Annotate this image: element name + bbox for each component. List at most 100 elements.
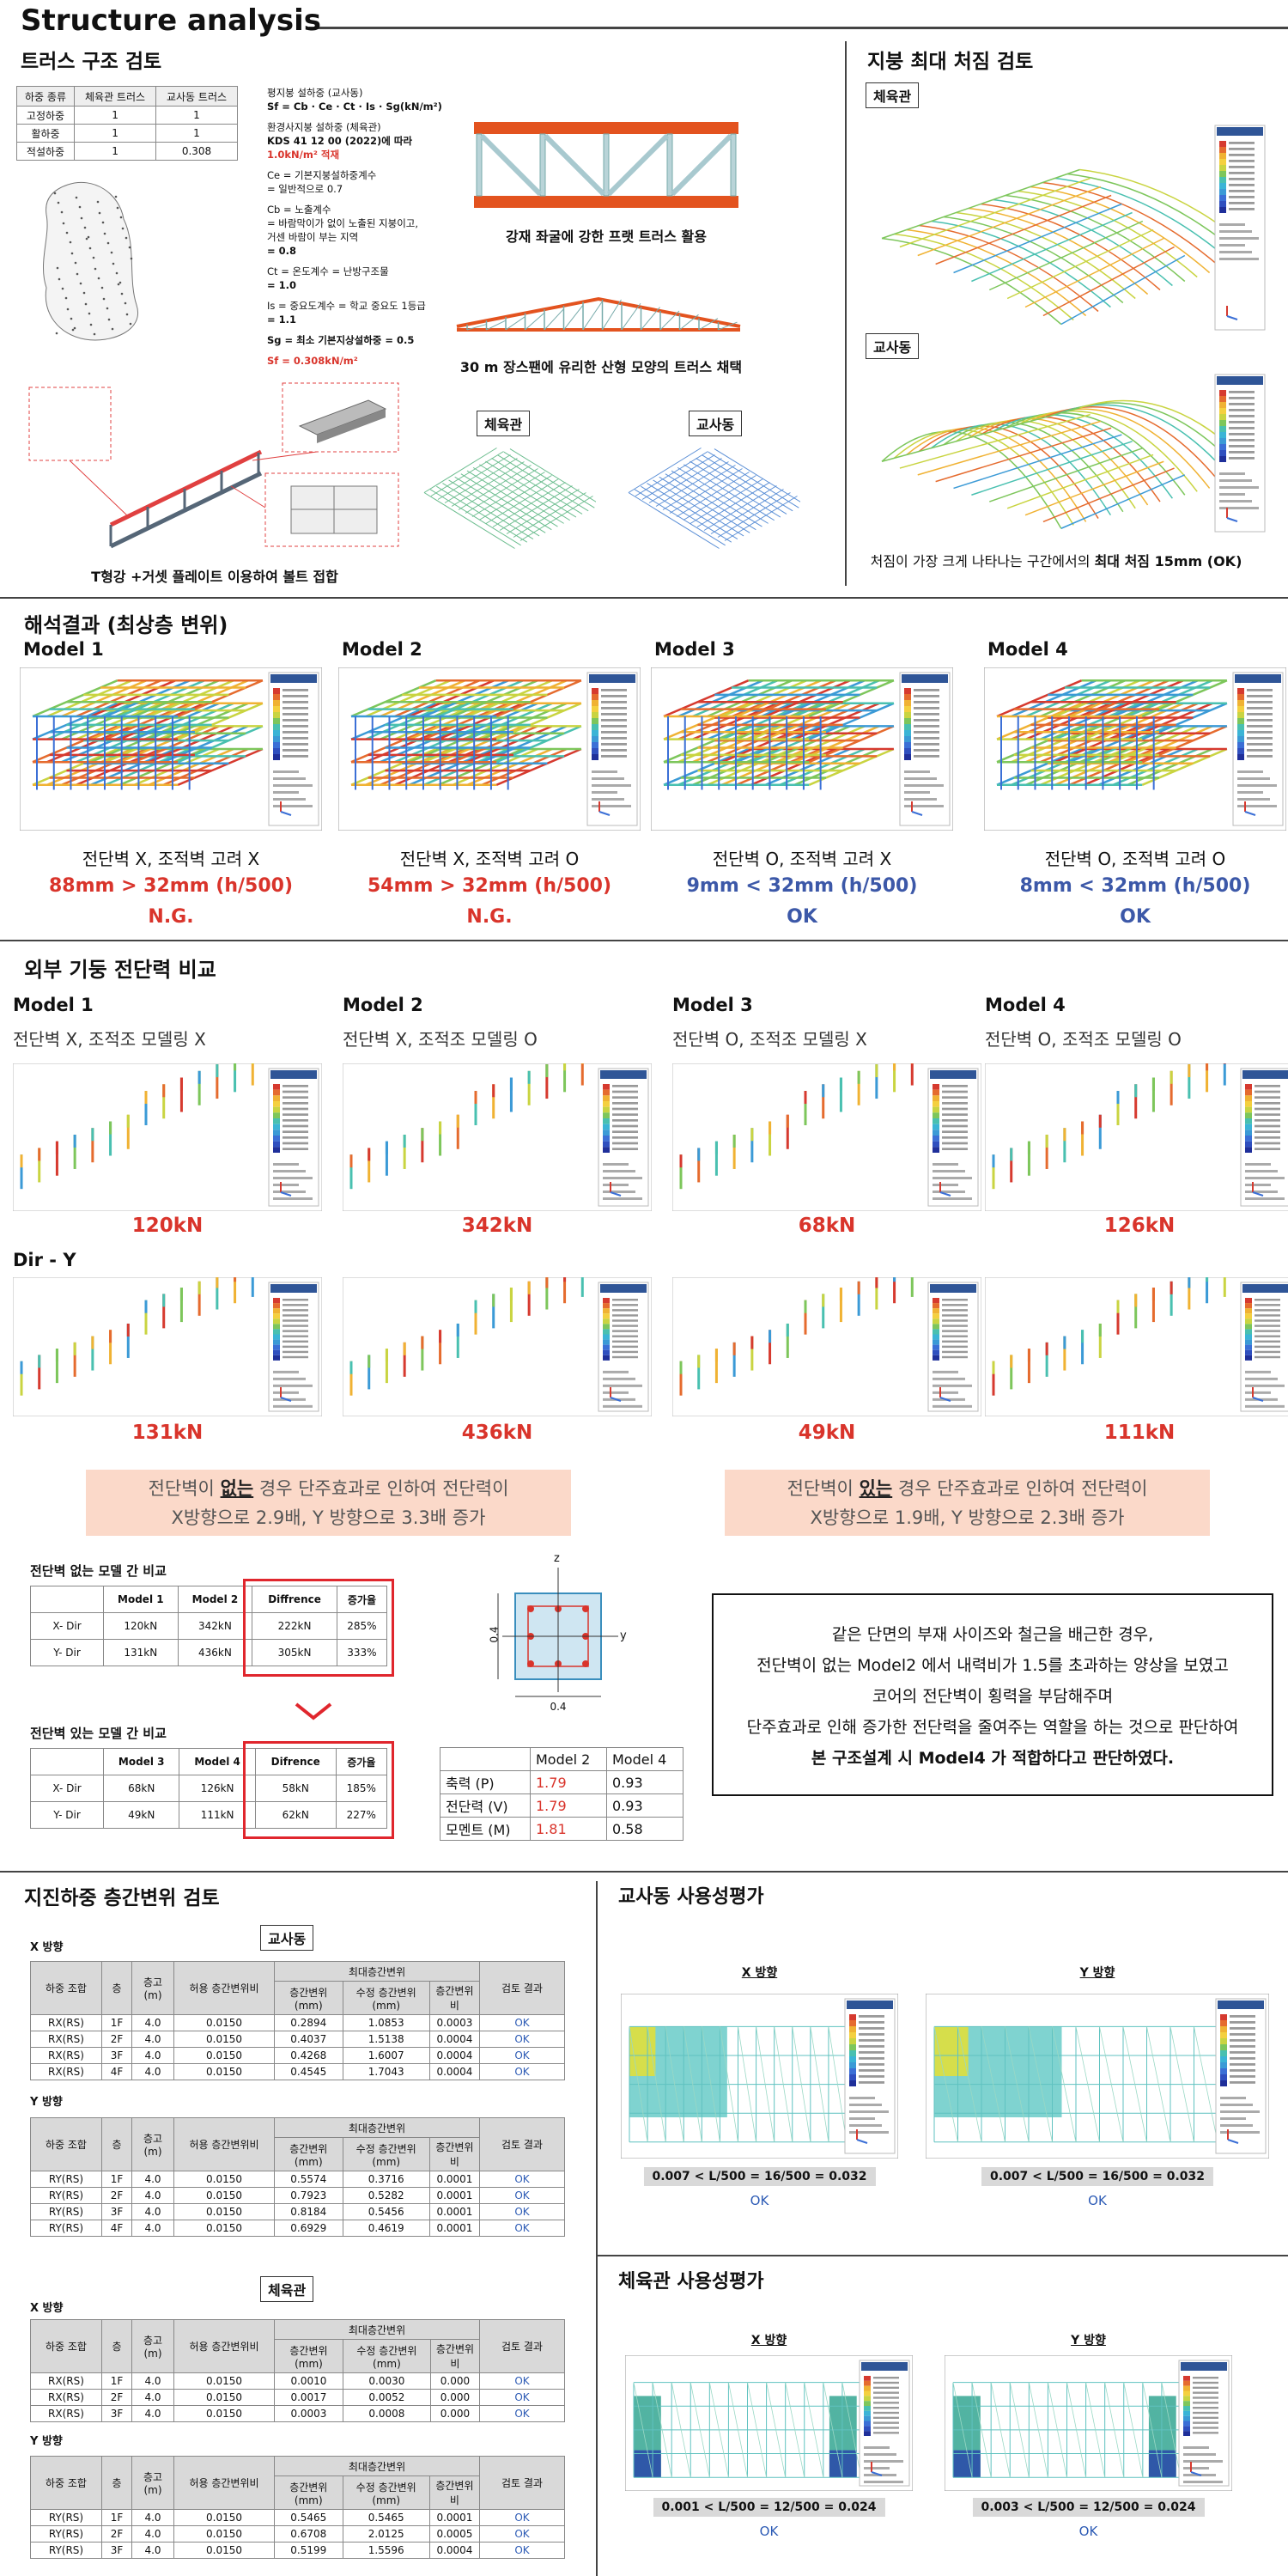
graphic — [57, 201, 60, 204]
table-header: 허용 층간변위비 — [173, 2456, 275, 2510]
table-cell: 4.0 — [131, 2509, 174, 2526]
graphic — [914, 749, 939, 752]
table-cell: 305kN — [252, 1639, 337, 1666]
graphic — [942, 1299, 968, 1301]
graphic — [612, 1148, 638, 1150]
graphic — [273, 718, 280, 724]
graphic — [283, 1136, 308, 1139]
graphic — [1170, 2026, 1194, 2142]
model-name: Model 1 — [13, 995, 94, 1015]
graphic — [1229, 403, 1255, 405]
graphic — [933, 1349, 939, 1355]
graphic — [495, 747, 582, 786]
graphic — [1011, 679, 1097, 718]
graphic — [527, 1605, 534, 1612]
model-desc: 전단벽 O, 조적조 모델링 O — [985, 1029, 1182, 1050]
table-cell: 0.0150 — [173, 2047, 275, 2064]
caption: 처짐이 가장 크게 나타나는 구간에서의 최대 처짐 15mm (OK) — [871, 550, 1242, 570]
graphic — [849, 2062, 856, 2068]
graphic — [1255, 1119, 1280, 1122]
graphic — [1229, 439, 1255, 442]
graphic — [764, 679, 851, 718]
graphic — [603, 1084, 610, 1090]
graphic — [1183, 2426, 1190, 2432]
table-cell: RY(RS) — [30, 2542, 102, 2559]
graphic — [118, 281, 122, 284]
table-cell: 131kN — [103, 1639, 179, 1666]
graphic — [1219, 493, 1245, 496]
table-cell: 49kN — [102, 1801, 180, 1829]
graphic — [1237, 694, 1244, 700]
graphic — [592, 700, 598, 706]
graphic — [115, 271, 118, 275]
graphic — [990, 2382, 1011, 2478]
graphic — [603, 1101, 610, 1107]
graphic — [1085, 2382, 1106, 2478]
graphic — [82, 291, 86, 295]
table-header: 하중 종류 — [15, 86, 76, 107]
table-cell: 0.6708 — [274, 2525, 343, 2543]
table-cell: OK — [479, 2220, 565, 2237]
graphic — [1229, 445, 1255, 448]
table-cell: OK — [479, 2509, 565, 2526]
table-cell: 0.0004 — [428, 2031, 481, 2048]
graphic — [1255, 1355, 1280, 1359]
table-row: RY(RS) 1F 4.0 0.0150 0.5465 0.5465 0.0001 OK — [30, 2509, 565, 2526]
graphic — [601, 695, 627, 697]
graphic — [603, 1170, 635, 1172]
graphic — [601, 731, 627, 734]
graphic — [497, 454, 589, 512]
graphic — [659, 310, 680, 331]
table-header: Model 4 — [179, 1748, 256, 1775]
table-cell: 0.0001 — [428, 2187, 481, 2204]
graphic — [1230, 2015, 1255, 2018]
graphic — [495, 725, 582, 764]
graphic — [1214, 125, 1266, 331]
graphic — [1194, 2026, 1218, 2142]
graphic — [1255, 1335, 1280, 1337]
table-cell: RY(RS) — [30, 2525, 102, 2543]
graphic — [603, 1377, 635, 1380]
graphic — [454, 476, 546, 533]
graphic — [273, 784, 313, 787]
graphic — [873, 2386, 899, 2389]
graphic — [1183, 2396, 1190, 2402]
graphic — [864, 2415, 871, 2421]
graphic — [1190, 2471, 1202, 2476]
graphic — [942, 1119, 968, 1122]
graphic — [460, 473, 552, 531]
table-cell: 0.308 — [155, 142, 238, 161]
graphic — [603, 1334, 610, 1340]
table-cell: 3F — [101, 2047, 132, 2064]
gym-deflection-figure — [881, 125, 1266, 331]
verdict: OK — [787, 906, 817, 928]
graphic — [1237, 730, 1244, 736]
graphic — [283, 1113, 308, 1116]
graphic — [1245, 1308, 1252, 1314]
graphic — [677, 679, 764, 718]
graphic — [873, 2432, 899, 2434]
graphic — [603, 1089, 610, 1096]
graphic — [102, 297, 106, 301]
table-header: 층간변위 (mm) — [274, 1981, 343, 2015]
table-cell: 1 — [155, 124, 238, 143]
graphic — [906, 228, 1087, 317]
graphic — [283, 1130, 308, 1133]
table-cell: 고정하중 — [15, 106, 76, 125]
graphic — [864, 2481, 903, 2483]
graphic — [933, 1318, 939, 1325]
graphic — [1245, 1370, 1271, 1373]
graphic — [283, 1319, 308, 1322]
table-row: 하중 조합 층 층고 (m) 허용 층간변위비 최대층간변위 검토 결과 — [30, 2319, 565, 2373]
graphic — [1255, 1090, 1280, 1093]
graphic — [914, 755, 939, 758]
graphic — [1245, 1324, 1252, 1330]
label-box: 교사동 — [689, 411, 743, 436]
graphic — [1229, 433, 1255, 435]
graphic — [273, 791, 299, 794]
graphic — [495, 702, 582, 740]
graphic — [120, 292, 124, 295]
table-row: RX(RS) 2F 4.0 0.0150 0.4037 1.5138 0.0004 OK — [30, 2031, 565, 2048]
graphic — [849, 2131, 889, 2134]
graphic — [720, 2026, 738, 2142]
